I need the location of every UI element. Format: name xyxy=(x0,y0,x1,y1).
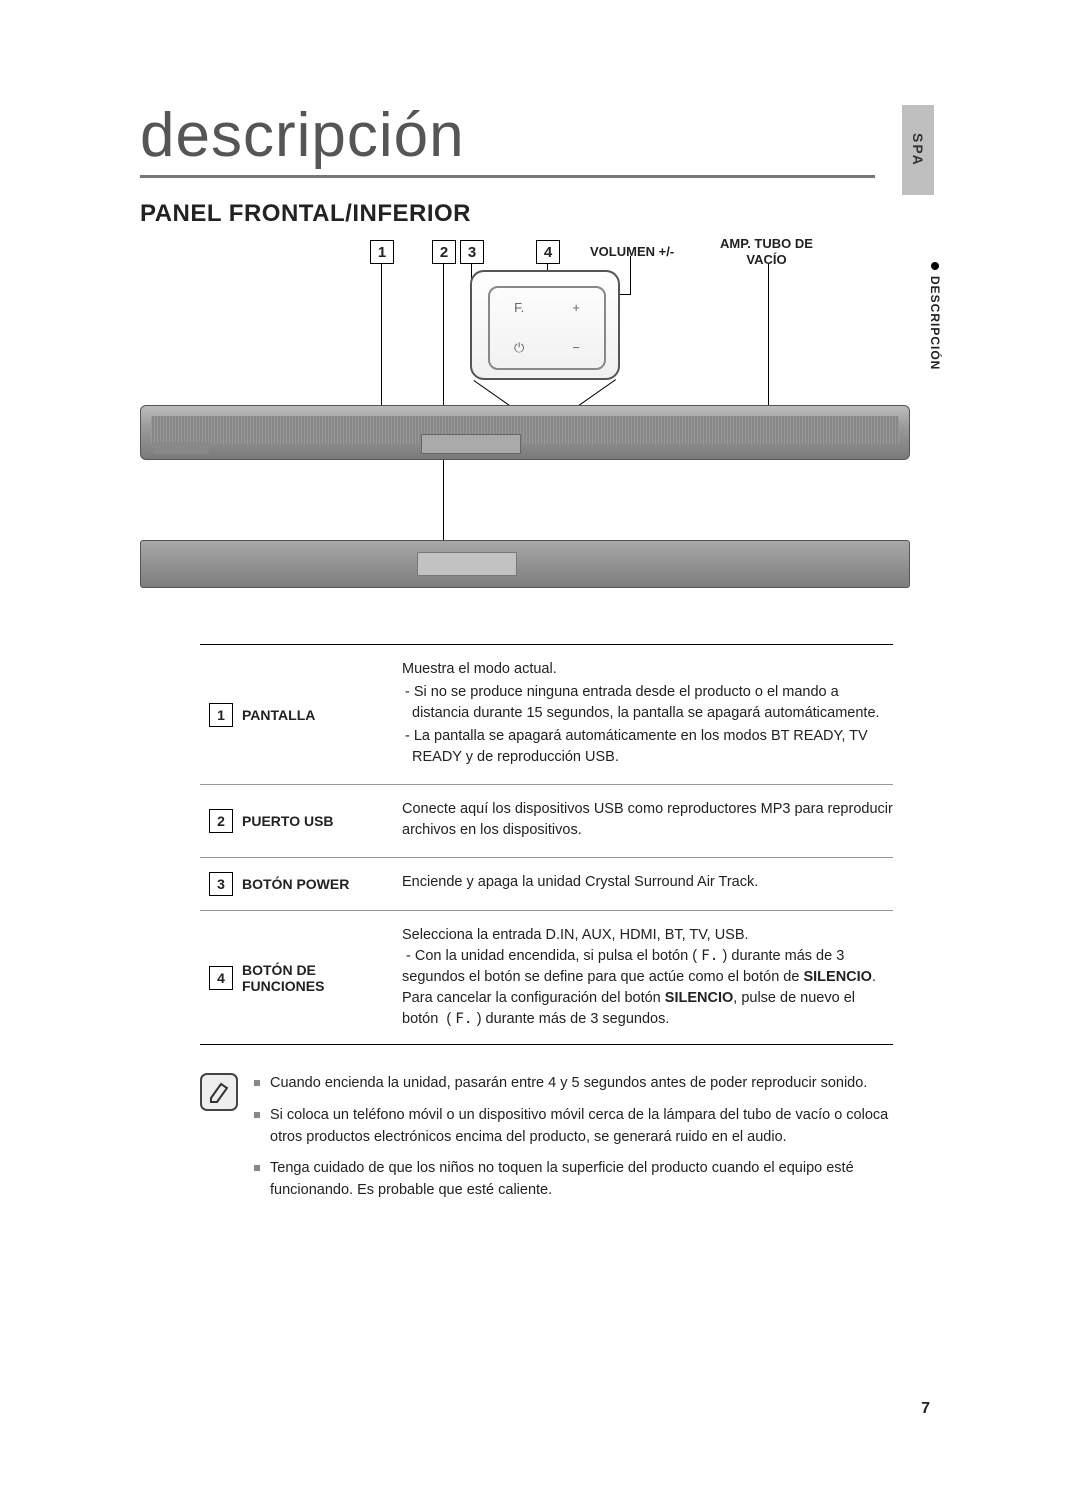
language-tab: SPA xyxy=(902,105,934,195)
table-row: 3 BOTÓN POWER Enciende y apaga la unidad… xyxy=(200,858,893,911)
brand-badge xyxy=(153,442,209,454)
control-zoom-panel: F. + ⏻ − xyxy=(470,270,620,380)
section-heading: PANEL FRONTAL/INFERIOR xyxy=(140,200,965,228)
row-desc: Selecciona la entrada D.IN, AUX, HDMI, B… xyxy=(402,925,893,1030)
language-tab-label: SPA xyxy=(910,133,926,167)
minus-icon: − xyxy=(572,340,580,355)
display-window xyxy=(421,434,521,454)
row-desc: Enciende y apaga la unidad Crystal Surro… xyxy=(402,872,893,896)
row-number: 3 xyxy=(209,872,233,896)
section-tab-label: DESCRIPCIÓN xyxy=(928,276,942,370)
row-name: PUERTO USB xyxy=(242,799,402,843)
row-number: 2 xyxy=(209,809,233,833)
bullet-icon xyxy=(931,262,939,270)
usb-port-slot xyxy=(417,552,517,576)
page-number: 7 xyxy=(921,1400,930,1418)
plus-icon: + xyxy=(572,300,580,315)
description-table: 1 PANTALLA Muestra el modo actual. - Si … xyxy=(200,644,893,1045)
soundbar-front xyxy=(140,405,910,460)
page-title: descripción xyxy=(140,100,875,178)
row-number: 4 xyxy=(209,966,233,990)
power-icon: ⏻ xyxy=(514,340,524,356)
table-row: 4 BOTÓN DE FUNCIONES Selecciona la entra… xyxy=(200,911,893,1044)
speaker-grille xyxy=(151,416,899,444)
table-row: 2 PUERTO USB Conecte aquí los dispositiv… xyxy=(200,785,893,858)
callout-4: 4 xyxy=(536,240,560,264)
notes-section: Cuando encienda la unidad, pasarán entre… xyxy=(200,1073,893,1212)
table-row: 1 PANTALLA Muestra el modo actual. - Si … xyxy=(200,645,893,785)
notes-list: Cuando encienda la unidad, pasarán entre… xyxy=(254,1073,893,1212)
callout-3: 3 xyxy=(460,240,484,264)
label-volume: VOLUMEN +/- xyxy=(590,244,674,259)
row-number: 1 xyxy=(209,703,233,727)
note-item: Cuando encienda la unidad, pasarán entre… xyxy=(254,1073,893,1095)
soundbar-bottom xyxy=(140,540,910,588)
note-item: Si coloca un teléfono móvil o un disposi… xyxy=(254,1105,893,1149)
row-name: BOTÓN DE FUNCIONES xyxy=(242,925,402,1030)
row-name: PANTALLA xyxy=(242,659,402,770)
note-item: Tenga cuidado de que los niños no toquen… xyxy=(254,1158,893,1202)
function-label: F. xyxy=(514,300,524,315)
note-icon xyxy=(200,1073,238,1111)
row-desc: Conecte aquí los dispositivos USB como r… xyxy=(402,799,893,843)
section-tab: DESCRIPCIÓN xyxy=(928,262,942,370)
row-name: BOTÓN POWER xyxy=(242,872,402,896)
control-buttons: F. + ⏻ − xyxy=(488,286,606,370)
callout-1: 1 xyxy=(370,240,394,264)
front-panel-diagram: 1 2 3 4 VOLUMEN +/- AMP. TUBO DE VACÍO F… xyxy=(140,240,910,620)
row-desc: Muestra el modo actual. - Si no se produ… xyxy=(402,659,893,770)
label-amp-tube: AMP. TUBO DE VACÍO xyxy=(720,236,813,267)
callout-2: 2 xyxy=(432,240,456,264)
